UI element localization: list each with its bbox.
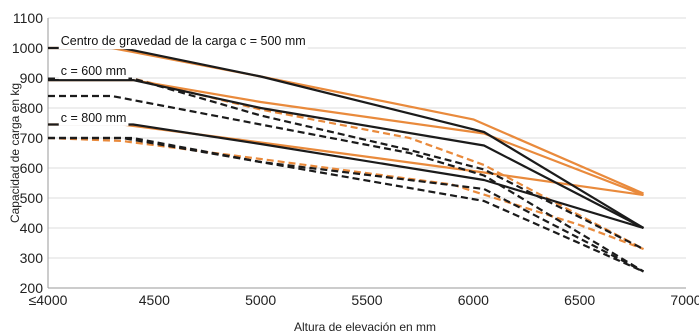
x-tick-label-3: 5500 — [351, 292, 382, 308]
x-tick-label-2: 5000 — [245, 292, 276, 308]
series-line-3 — [48, 79, 645, 229]
x-axis-title: Altura de elevación en mm — [294, 320, 436, 334]
tick-labels: 200 300 400 500 600 700 800 900 1000 1100 ≤4000 450… — [12, 10, 699, 308]
annotations: Centro de gravedad de la carga c = 500 m… — [58, 33, 308, 126]
annotation-bg-1 — [58, 63, 129, 80]
series-lines — [47, 46, 645, 273]
x-tick-label-5: 6500 — [564, 292, 595, 308]
y-tick-label-6: 800 — [20, 100, 44, 116]
y-tick-label-2: 400 — [20, 220, 44, 236]
annotation-0: Centro de gravedad de la carga c = 500 m… — [61, 34, 306, 48]
series-line-8 — [48, 94, 645, 273]
y-tick-label-8: 1000 — [12, 40, 43, 56]
y-tick-label-3: 500 — [20, 190, 44, 206]
x-tick-label-1: 4500 — [139, 292, 170, 308]
series-line-11 — [48, 136, 644, 273]
annotation-bg-2 — [58, 109, 129, 126]
series-line-6 — [48, 77, 645, 250]
y-tick-label-4: 600 — [20, 160, 44, 176]
x-tick-label-0: ≤4000 — [29, 292, 68, 308]
axes — [47, 18, 686, 289]
y-tick-label-7: 900 — [20, 70, 44, 86]
y-tick-label-9: 1100 — [13, 10, 43, 26]
x-tick-label-6: 7000 — [670, 292, 699, 308]
series-line-9 — [47, 136, 644, 251]
y-tick-label-0: 200 — [20, 280, 44, 296]
annotation-2: c = 800 mm — [61, 111, 127, 125]
y-tick-label-1: 300 — [20, 250, 44, 266]
annotation-bg-0 — [58, 33, 308, 50]
x-tick-label-4: 6000 — [458, 292, 489, 308]
y-axis-title: Capacidad de carga en kg — [8, 83, 22, 223]
series-line-7 — [48, 77, 644, 250]
annotation-1: c = 600 mm — [61, 64, 127, 78]
y-tick-label-5: 700 — [20, 130, 44, 146]
gridlines — [48, 17, 686, 259]
